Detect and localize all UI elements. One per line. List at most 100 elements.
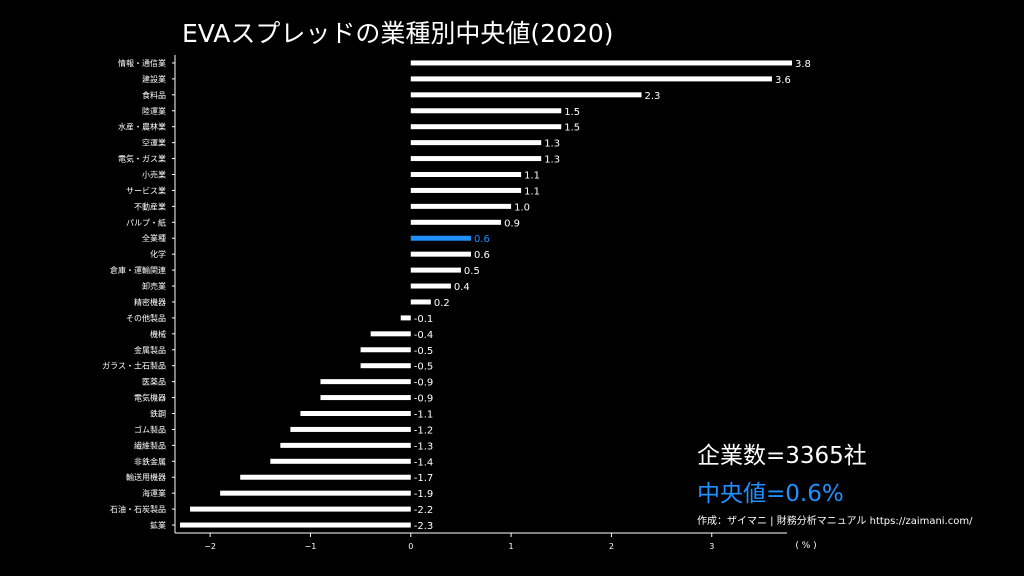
bar <box>370 331 411 337</box>
median-label: 中央値=0.6% <box>697 481 844 507</box>
category-label: 非鉄金属 <box>134 456 166 466</box>
chart-title: EVAスプレッドの業種別中央値(2020) <box>182 19 614 48</box>
bar <box>180 522 411 528</box>
category-label: サービス業 <box>126 185 166 195</box>
bar <box>410 140 542 146</box>
value-label: -1.7 <box>414 473 434 484</box>
value-label: 3.6 <box>775 75 791 86</box>
value-label: -0.4 <box>414 330 434 341</box>
value-label: -0.5 <box>414 346 434 357</box>
category-label: 卸売業 <box>142 281 166 291</box>
value-label: 0.6 <box>474 234 490 245</box>
category-label: 空運業 <box>142 138 166 148</box>
x-tick-label: −1 <box>305 542 317 551</box>
category-label: その他製品 <box>126 313 166 323</box>
x-tick-label: −2 <box>204 542 216 551</box>
category-label: 陸運業 <box>142 106 166 116</box>
value-label: -0.9 <box>414 394 434 405</box>
value-label: 0.4 <box>454 282 470 293</box>
bar <box>400 315 411 321</box>
bar <box>410 187 522 193</box>
category-label: 繊維製品 <box>134 440 166 450</box>
value-label: 0.9 <box>504 218 520 229</box>
bar <box>410 108 562 114</box>
bar <box>360 347 411 353</box>
value-label: 1.0 <box>514 202 530 213</box>
category-label: 機械 <box>150 329 166 339</box>
category-label: ガラス・土石製品 <box>102 361 166 371</box>
value-label: 0.6 <box>474 250 490 261</box>
value-label: -2.2 <box>414 505 434 516</box>
bar <box>410 60 793 66</box>
value-label: 0.2 <box>434 298 450 309</box>
category-label: 食料品 <box>142 90 166 100</box>
value-label: 1.5 <box>564 107 580 118</box>
category-label: 鉱業 <box>150 520 166 530</box>
value-label: 1.3 <box>544 155 560 166</box>
category-label: 水産・農林業 <box>118 122 166 132</box>
bar <box>280 442 411 448</box>
value-label: 1.1 <box>524 186 540 197</box>
category-label: 輸送用機器 <box>126 472 166 482</box>
bar <box>410 156 542 162</box>
category-label: 医薬品 <box>142 377 166 387</box>
bar <box>410 203 512 209</box>
bar <box>410 267 461 273</box>
value-label: -1.4 <box>414 457 434 468</box>
bar <box>410 76 772 82</box>
bar <box>220 490 411 496</box>
bar <box>410 124 562 130</box>
x-tick-label: 1 <box>509 542 514 551</box>
category-label: 精密機器 <box>134 297 166 307</box>
category-label: 全業種 <box>142 233 166 243</box>
category-label: パルプ・紙 <box>126 217 166 227</box>
value-label: -1.9 <box>414 489 434 500</box>
value-label: -0.9 <box>414 378 434 389</box>
bar <box>410 172 522 177</box>
bar <box>360 363 411 369</box>
category-label: 鉄鋼 <box>150 409 166 419</box>
value-label: -1.1 <box>414 410 434 421</box>
category-label: 海運業 <box>142 488 166 498</box>
value-label: -0.1 <box>414 314 434 325</box>
category-label: 倉庫・運輸関連 <box>110 265 166 275</box>
x-tick-label: 2 <box>609 542 614 551</box>
bar <box>410 283 451 289</box>
x-tick-label: 0 <box>408 542 413 551</box>
bar <box>410 251 471 257</box>
value-label: 1.5 <box>564 123 580 134</box>
value-label: -1.3 <box>414 441 434 452</box>
category-label: 小売業 <box>142 170 166 180</box>
bar <box>290 426 411 432</box>
value-label: 3.8 <box>795 59 811 70</box>
bar <box>410 299 431 305</box>
value-label: 0.5 <box>464 266 480 277</box>
x-axis-title: ( % ) <box>795 541 816 551</box>
x-tick-label: 3 <box>709 542 714 551</box>
bar <box>410 92 642 98</box>
category-label: 電気機器 <box>134 393 166 403</box>
value-label: -0.5 <box>414 362 434 373</box>
value-label: 1.1 <box>524 171 540 182</box>
category-label: 電気・ガス業 <box>118 154 166 164</box>
value-label: 1.3 <box>544 139 560 150</box>
bar <box>270 458 411 464</box>
category-label: 建設業 <box>142 74 166 84</box>
value-label: 2.3 <box>645 91 661 102</box>
bar <box>300 411 411 416</box>
bar <box>320 379 411 385</box>
category-label: 金属製品 <box>134 345 166 355</box>
bar <box>410 219 502 225</box>
category-label: 石油・石炭製品 <box>110 504 166 514</box>
company-count-label: 企業数=3365社 <box>697 443 867 469</box>
bar <box>320 395 411 401</box>
category-label: ゴム製品 <box>134 424 166 434</box>
category-label: 情報・通信業 <box>118 58 166 68</box>
bar <box>410 235 471 241</box>
bar <box>190 506 411 512</box>
value-label: -2.3 <box>414 521 434 532</box>
value-label: -1.2 <box>414 425 434 436</box>
category-label: 化学 <box>150 249 166 259</box>
credit-label: 作成：ザイマニ | 財務分析マニュアル https://zaimani.com/ <box>697 516 973 527</box>
